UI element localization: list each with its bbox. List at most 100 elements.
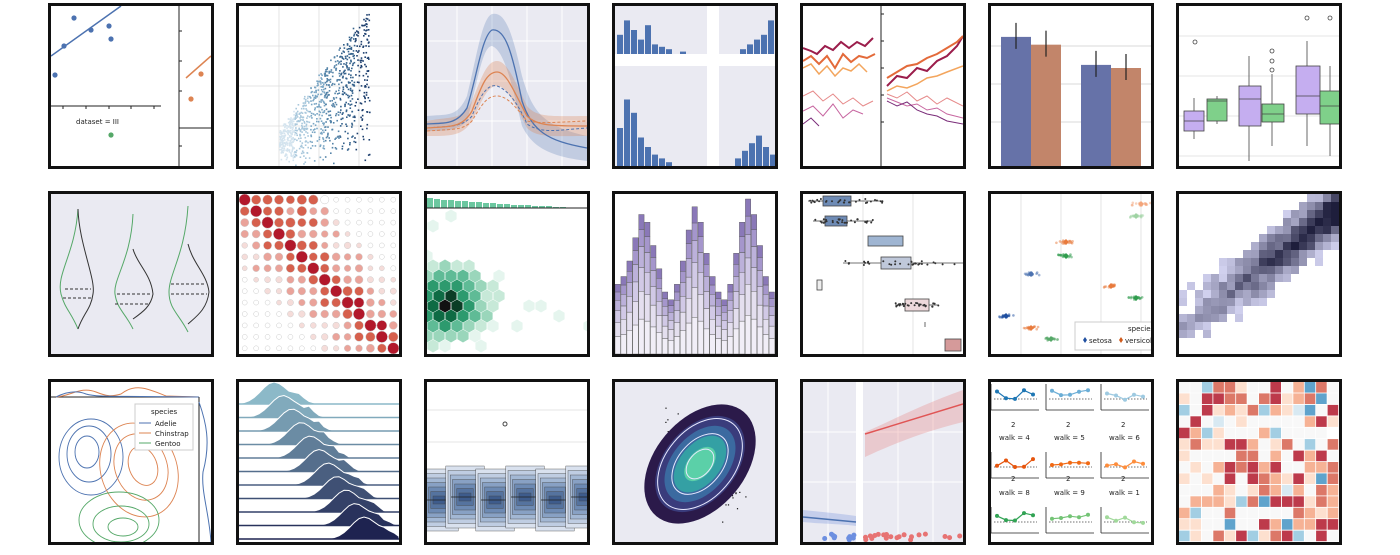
ridgeline-plot bbox=[239, 382, 399, 540]
strip-point bbox=[1012, 314, 1015, 317]
dense-point bbox=[308, 157, 311, 159]
heat-dot bbox=[264, 345, 271, 352]
dense-point bbox=[341, 145, 344, 148]
dense-point bbox=[319, 80, 322, 82]
hist2d-cell bbox=[1291, 218, 1299, 226]
dense-point bbox=[294, 118, 296, 120]
dense-point bbox=[282, 135, 284, 137]
stacked-bar bbox=[632, 281, 639, 302]
box-strip-boxes bbox=[808, 195, 963, 352]
heat-dot bbox=[354, 320, 364, 331]
strip-point bbox=[881, 200, 884, 203]
stacked-bar bbox=[656, 288, 663, 302]
strip-point bbox=[1134, 202, 1138, 205]
heat-dot bbox=[367, 276, 374, 284]
hex-cell bbox=[433, 309, 445, 323]
dense-point bbox=[322, 147, 325, 149]
dense-point bbox=[304, 144, 307, 146]
strip-point bbox=[888, 263, 891, 266]
stacked-bar bbox=[674, 322, 680, 337]
hist2d-cell bbox=[1203, 314, 1211, 322]
mean-marker bbox=[1133, 213, 1139, 219]
dense-point bbox=[307, 110, 310, 113]
facet-point bbox=[1013, 396, 1017, 401]
heat-dot bbox=[274, 240, 284, 251]
dense-point bbox=[299, 156, 302, 158]
dense-point bbox=[359, 45, 361, 48]
corr-cell bbox=[1281, 427, 1293, 439]
dense-point bbox=[295, 107, 297, 110]
stacked-bar bbox=[715, 306, 722, 316]
stacked-bar bbox=[727, 284, 734, 293]
marginal-bar bbox=[546, 206, 552, 208]
hex-cell bbox=[427, 329, 433, 343]
heat-dot bbox=[252, 253, 260, 261]
dense-point bbox=[304, 105, 306, 107]
dense-point bbox=[360, 65, 363, 68]
dense-point bbox=[339, 79, 341, 81]
dense-point bbox=[356, 34, 358, 36]
hist2d-cell bbox=[1307, 250, 1315, 258]
dense-point bbox=[350, 74, 352, 76]
dense-point bbox=[287, 144, 289, 146]
heat-dot bbox=[379, 242, 385, 249]
hex-cell bbox=[469, 289, 481, 303]
stacked-bar bbox=[685, 276, 692, 299]
logistic-point bbox=[901, 532, 907, 538]
strip-point bbox=[907, 263, 910, 266]
heat-dot bbox=[377, 343, 387, 353]
dense-point bbox=[284, 130, 286, 133]
dense-point bbox=[291, 132, 293, 134]
dense-point bbox=[355, 50, 358, 52]
dense-point bbox=[325, 84, 328, 86]
tile-grouped-bars bbox=[988, 3, 1154, 169]
dense-point bbox=[342, 58, 345, 60]
corr-cell bbox=[1213, 439, 1224, 450]
heat-dot bbox=[321, 344, 329, 352]
dense-point bbox=[324, 72, 326, 75]
corr-cell bbox=[1213, 450, 1224, 462]
hist-bar bbox=[617, 128, 623, 166]
hist2d-cell bbox=[1195, 306, 1203, 314]
dense-point bbox=[313, 103, 316, 105]
dense-point bbox=[350, 59, 352, 62]
strip-point bbox=[932, 261, 935, 264]
dense-point bbox=[280, 136, 282, 138]
stacked-bar bbox=[668, 299, 674, 307]
heat-dot bbox=[321, 230, 329, 238]
dense-point bbox=[301, 131, 303, 133]
stacked-bar bbox=[715, 315, 722, 327]
stacked-bar bbox=[751, 214, 757, 231]
corr-cell bbox=[1316, 507, 1327, 519]
heat-dot bbox=[263, 241, 272, 250]
hist2d-cell bbox=[1315, 218, 1323, 226]
dense-point bbox=[322, 138, 325, 140]
corr-cell bbox=[1236, 462, 1247, 473]
dense-point bbox=[336, 55, 338, 57]
hist2d-cell bbox=[1323, 202, 1331, 210]
dense-point bbox=[347, 96, 350, 99]
dense-point bbox=[316, 127, 318, 130]
corr-cell bbox=[1190, 404, 1201, 416]
stacked-bar bbox=[745, 257, 751, 285]
dense-point bbox=[341, 76, 344, 79]
dense-point bbox=[289, 121, 292, 123]
dense-point bbox=[320, 101, 322, 103]
heat-dot bbox=[284, 239, 297, 252]
stacked-bar bbox=[727, 322, 734, 337]
dense-point bbox=[288, 142, 291, 144]
hist2d-cells bbox=[1179, 194, 1339, 338]
dense-point bbox=[321, 78, 323, 80]
strip-means-plot: species setosa versicol bbox=[998, 194, 1151, 354]
heat-dot bbox=[251, 229, 261, 239]
hist2d-cell bbox=[1195, 322, 1203, 330]
heat-dot bbox=[310, 333, 317, 340]
stacked-bar bbox=[733, 276, 740, 292]
hist2d-cell bbox=[1235, 306, 1243, 314]
stacked-bar bbox=[620, 284, 627, 295]
strip-point bbox=[920, 260, 923, 263]
hex-cell bbox=[457, 289, 469, 303]
dense-point bbox=[314, 131, 316, 134]
stacked-bar bbox=[762, 305, 769, 320]
stacked-bar bbox=[650, 304, 657, 328]
